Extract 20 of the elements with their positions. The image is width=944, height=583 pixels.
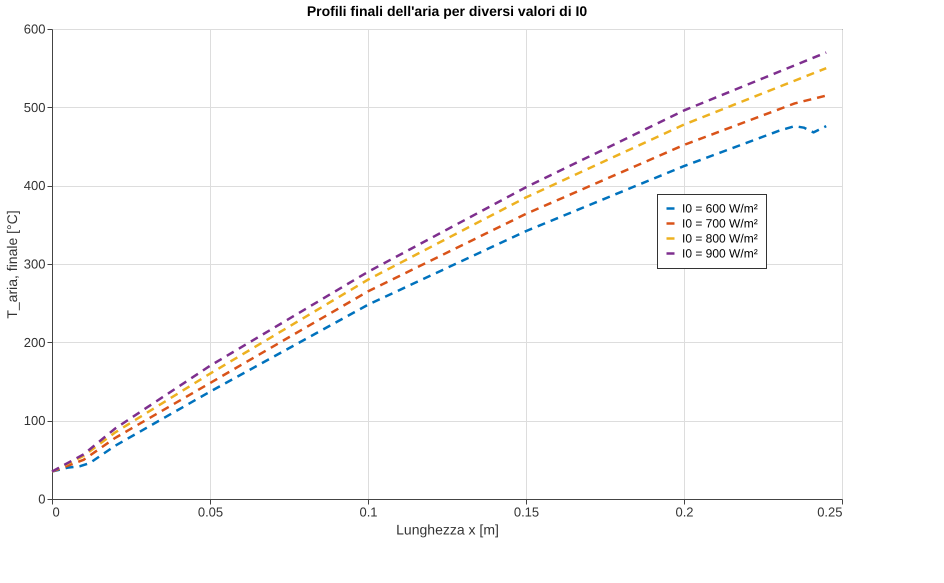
legend-label: I0 = 600 W/m² xyxy=(682,202,758,216)
x-tick-label: 0.1 xyxy=(359,504,378,520)
legend-label: I0 = 700 W/m² xyxy=(682,216,758,230)
x-tick-label: 0.15 xyxy=(514,504,540,520)
x-tick-label: 0.05 xyxy=(198,504,224,520)
y-tick-label: 600 xyxy=(24,22,46,36)
chart-title: Profili finali dell'aria per diversi valori di I0 xyxy=(306,3,588,19)
y-tick-label: 100 xyxy=(24,413,46,428)
x-axis-title: Lunghezza x [m] xyxy=(396,522,499,538)
y-tick-label: 300 xyxy=(24,256,46,272)
x-tick-label: 0.2 xyxy=(675,504,694,520)
y-tick-label: 200 xyxy=(24,334,46,350)
x-tick-label: 0 xyxy=(52,504,60,520)
y-axis-title: T_aria, finale [°C] xyxy=(4,210,20,319)
y-tick-label: 500 xyxy=(24,100,46,115)
y-tick-label: 400 xyxy=(24,178,46,194)
legend-label: I0 = 800 W/m² xyxy=(682,232,758,246)
x-tick-label: 0.25 xyxy=(817,504,842,520)
legend-label: I0 = 900 W/m² xyxy=(682,246,758,260)
y-tick-label: 0 xyxy=(38,492,46,506)
